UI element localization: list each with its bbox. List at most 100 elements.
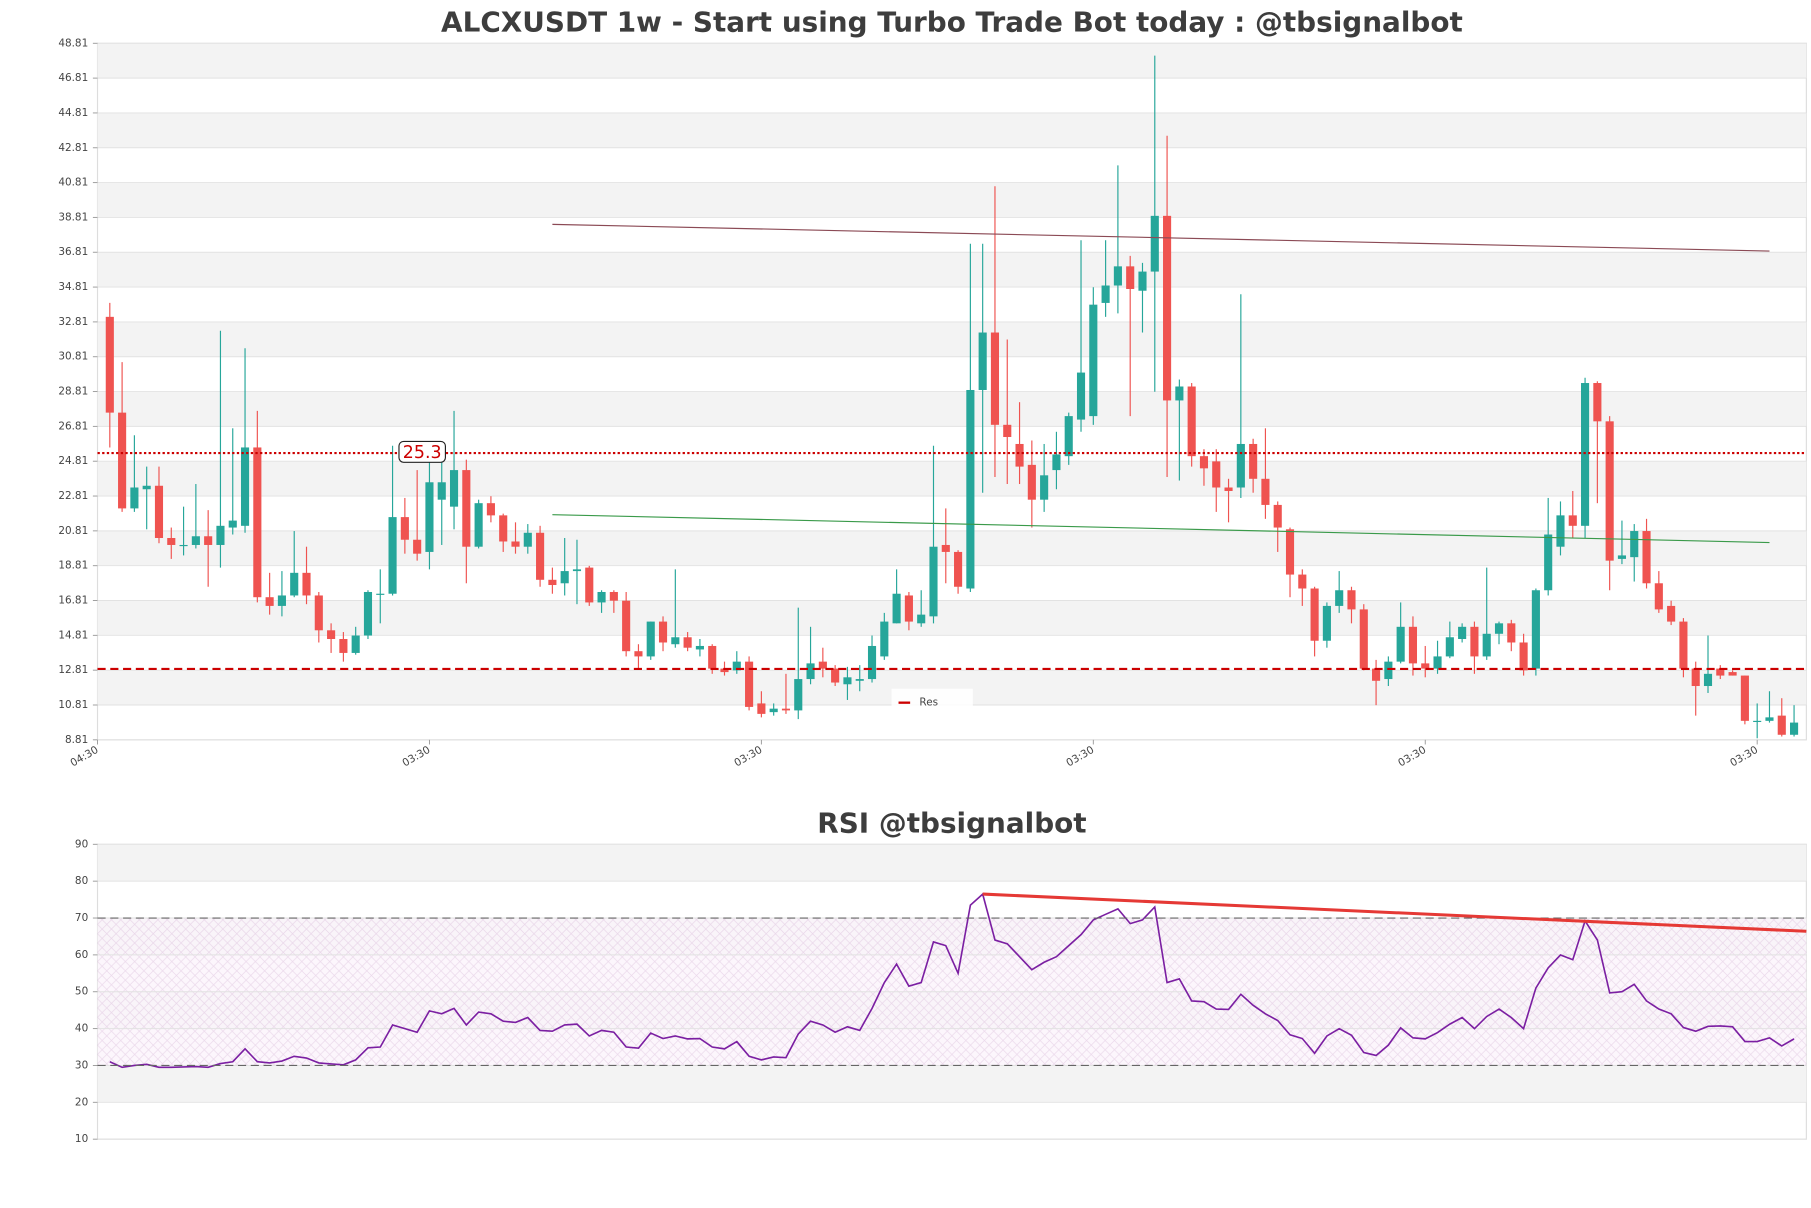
candle-body [1236,443,1245,488]
candle-body [560,571,569,584]
candle-body [511,541,520,547]
candle-body [1716,668,1725,676]
candle-body [1163,215,1172,401]
x-tick-label: 03:30 [732,744,764,769]
candle-body [1408,626,1418,664]
candle-body [130,487,139,509]
candle-body [1494,623,1504,634]
candle-body [1175,386,1184,401]
candle-body [1224,487,1233,491]
candle-body [1113,266,1122,286]
band [97,252,1807,288]
y-tick-label: 12.81 [58,664,88,676]
y-tick-label: 48.81 [58,37,88,49]
candle-body [363,591,373,636]
candle-body [1347,590,1356,610]
candle-body [818,661,827,669]
candle-body [1433,656,1442,669]
candle-body [1285,529,1295,575]
level-label-box [398,440,446,463]
candle-body [1273,504,1282,528]
candle-body [462,470,471,547]
candle-body [646,621,655,657]
candle-body [954,551,963,587]
candle-body [683,637,692,648]
candle-body [1322,605,1331,641]
candle-body [1015,443,1024,467]
candle-body [1040,475,1049,500]
candle-body [917,614,926,624]
candle-body [105,316,114,413]
band [97,461,1807,497]
candle-body [118,412,127,509]
candle-body [806,663,815,680]
candle-body [1101,285,1110,303]
candle-body [880,621,889,657]
y-tick-label: 22.81 [58,490,88,502]
candle-body [1052,454,1061,471]
candle-body [1249,443,1258,479]
candle-body [388,517,397,594]
band [97,182,1807,218]
candle-body [339,639,348,653]
candle-body [449,470,459,507]
candle-body [1199,456,1209,469]
candle-body [351,635,360,653]
y-tick-label: 36.81 [58,246,88,258]
band [97,844,1807,882]
candle-body [191,536,200,545]
y-tick-label: 10 [75,1133,88,1145]
y-tick-label: 40 [75,1023,88,1035]
candle-body [1470,626,1479,657]
candle-body [314,595,323,631]
candle-body [376,593,385,595]
candle-body [1556,515,1565,547]
x-tick-label: 03:30 [1728,744,1760,769]
trend-line [552,514,1770,544]
candle-body [1064,416,1073,457]
candle-body [1482,633,1491,657]
candle-body [1089,304,1098,417]
y-tick-label: 26.81 [58,420,88,432]
y-tick-label: 28.81 [58,386,88,398]
candle-body [1703,673,1713,687]
candle-body [1593,383,1602,422]
candle-body [1568,515,1577,526]
candle-body [154,485,164,539]
candle-body [843,677,852,685]
candle-body [1396,626,1405,662]
candle-body [585,567,594,603]
candle-body [990,332,1000,425]
candle-body [1544,534,1553,591]
candle-body [1790,722,1799,735]
band [97,1065,1807,1103]
candle-body [1458,626,1467,640]
candle-body [658,621,668,643]
candle-body [757,703,766,714]
candle-body [1531,590,1540,669]
trend-line [552,223,1770,252]
band [97,321,1807,357]
candle-body [400,517,409,540]
band [97,600,1807,636]
candle-body [1753,720,1762,723]
candle-body [892,593,901,624]
candle-body [941,544,950,552]
candle-body [1150,215,1159,272]
candle-body [1126,266,1135,289]
candle-body [167,538,176,545]
y-tick-label: 10.81 [58,699,88,711]
candle-body [609,591,618,601]
candle-body [904,595,913,622]
candle-body [277,595,286,606]
candle-body [240,447,250,526]
y-tick-label: 38.81 [58,211,88,223]
y-tick-label: 34.81 [58,281,88,293]
candle-body [1617,555,1627,559]
candle-body [179,544,188,547]
candle-body [1765,717,1774,721]
candle-body [794,679,803,711]
candle-body [499,515,508,542]
x-tick-label: 03:30 [400,744,432,769]
